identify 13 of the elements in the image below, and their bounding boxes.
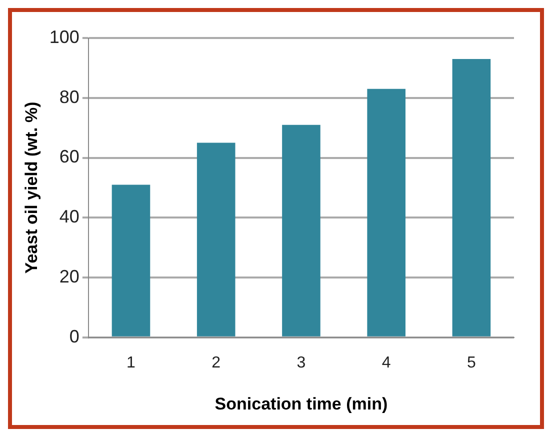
x-tick-label: 2: [212, 354, 221, 372]
x-tick-label: 3: [296, 354, 306, 372]
y-tick-label: 80: [59, 86, 80, 107]
x-tick-label: 5: [466, 354, 476, 372]
y-tick-label: 100: [49, 26, 80, 47]
x-tick-label: 1: [126, 354, 136, 372]
x-tick-label: 4: [382, 354, 391, 372]
y-tick-label: 0: [69, 326, 80, 346]
y-tick-label: 60: [59, 146, 80, 167]
y-tick-label: 20: [59, 266, 80, 286]
y-axis-title: Yeast oil yield (wt. %): [22, 102, 41, 274]
y-tick-label: 40: [59, 206, 80, 227]
x-axis-title: Sonication time (min): [214, 394, 388, 414]
